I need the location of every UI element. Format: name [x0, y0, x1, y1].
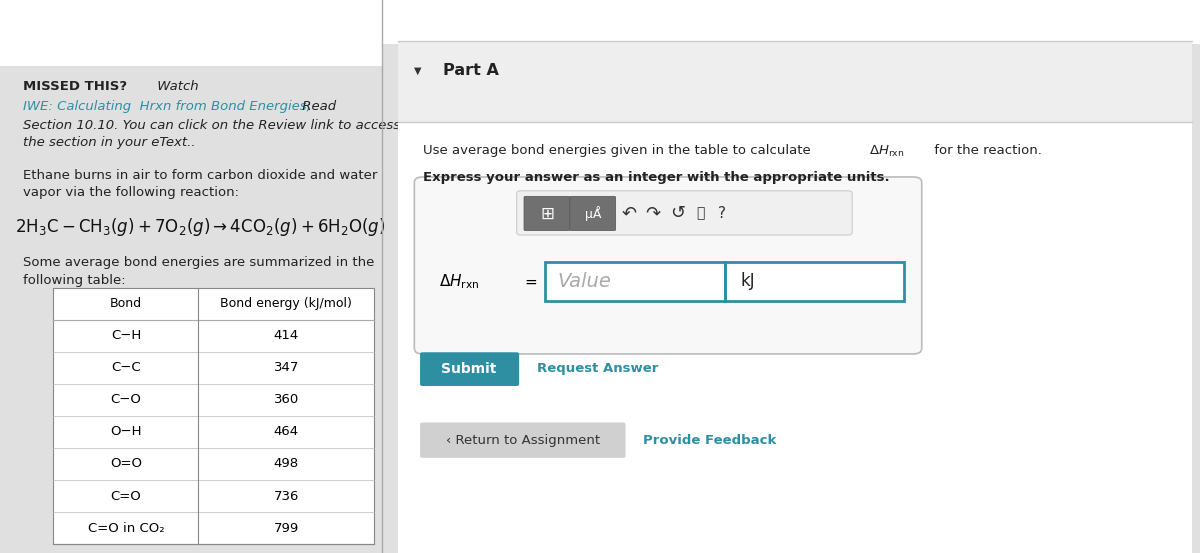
Text: for the reaction.: for the reaction.	[930, 144, 1042, 157]
Text: ⌸: ⌸	[696, 206, 704, 221]
Text: =: =	[524, 274, 538, 290]
Text: O=O: O=O	[110, 457, 142, 471]
FancyBboxPatch shape	[420, 352, 520, 386]
Text: ↶: ↶	[622, 205, 636, 222]
Text: ?: ?	[718, 206, 726, 221]
Text: 464: 464	[274, 425, 299, 439]
Text: $\Delta H_{\mathrm{rxn}}$: $\Delta H_{\mathrm{rxn}}$	[439, 273, 479, 291]
Text: μÅ: μÅ	[584, 206, 601, 221]
Text: ↷: ↷	[646, 205, 661, 222]
Text: ▼: ▼	[414, 66, 422, 76]
Text: C−C: C−C	[112, 361, 140, 374]
Text: C=O: C=O	[110, 489, 142, 503]
Text: Provide Feedback: Provide Feedback	[643, 434, 776, 447]
Text: $2\mathrm{H_3C}-\mathrm{CH_3}(g) + 7\mathrm{O_2}(g) \rightarrow 4\mathrm{CO_2}(g: $2\mathrm{H_3C}-\mathrm{CH_3}(g) + 7\mat…	[16, 216, 386, 238]
Text: Part A: Part A	[443, 63, 499, 79]
Text: 414: 414	[274, 329, 299, 342]
FancyBboxPatch shape	[517, 191, 852, 235]
Bar	[0, 0, 382, 66]
FancyBboxPatch shape	[414, 177, 922, 354]
Text: 347: 347	[274, 361, 299, 374]
Text: Section 10.10. You can click on the Review link to access
the section in your eT: Section 10.10. You can click on the Revi…	[23, 119, 400, 149]
Text: Read: Read	[298, 100, 336, 113]
FancyBboxPatch shape	[420, 422, 625, 458]
Text: Some average bond energies are summarized in the
following table:: Some average bond energies are summarize…	[23, 256, 374, 286]
Text: Bond: Bond	[110, 297, 142, 310]
Bar	[382, 0, 1200, 44]
Text: C=O in CO₂: C=O in CO₂	[88, 521, 164, 535]
Text: $\Delta H_{\mathrm{rxn}}$: $\Delta H_{\mathrm{rxn}}$	[869, 144, 904, 159]
Text: 736: 736	[274, 489, 299, 503]
Text: C−O: C−O	[110, 393, 142, 406]
Text: ⊞: ⊞	[540, 205, 554, 222]
Text: Bond energy (kJ/mol): Bond energy (kJ/mol)	[221, 297, 352, 310]
Text: Request Answer: Request Answer	[538, 362, 659, 375]
Text: Use average bond energies given in the table to calculate: Use average bond energies given in the t…	[422, 144, 815, 157]
Text: 360: 360	[274, 393, 299, 406]
Text: 498: 498	[274, 457, 299, 471]
Text: ‹ Return to Assignment: ‹ Return to Assignment	[446, 434, 600, 447]
Bar	[725, 262, 904, 301]
Text: IWE: Calculating  Hrxn from Bond Energies;: IWE: Calculating Hrxn from Bond Energies…	[23, 100, 311, 113]
Text: O−H: O−H	[110, 425, 142, 439]
Text: kJ: kJ	[740, 273, 755, 290]
Bar	[398, 122, 1192, 553]
Text: Express your answer as an integer with the appropriate units.: Express your answer as an integer with t…	[422, 171, 889, 185]
Text: C−H: C−H	[110, 329, 142, 342]
Text: Submit: Submit	[442, 362, 497, 376]
Text: 799: 799	[274, 521, 299, 535]
Text: MISSED THIS?: MISSED THIS?	[23, 80, 127, 93]
Bar	[54, 288, 374, 544]
FancyBboxPatch shape	[570, 196, 616, 231]
Text: Watch: Watch	[152, 80, 198, 93]
FancyBboxPatch shape	[524, 196, 570, 231]
Bar	[398, 41, 1192, 122]
Text: Value: Value	[558, 272, 612, 291]
Text: ↺: ↺	[671, 205, 685, 222]
Bar	[545, 262, 725, 301]
Text: Ethane burns in air to form carbon dioxide and water
vapor via the following rea: Ethane burns in air to form carbon dioxi…	[23, 169, 377, 199]
